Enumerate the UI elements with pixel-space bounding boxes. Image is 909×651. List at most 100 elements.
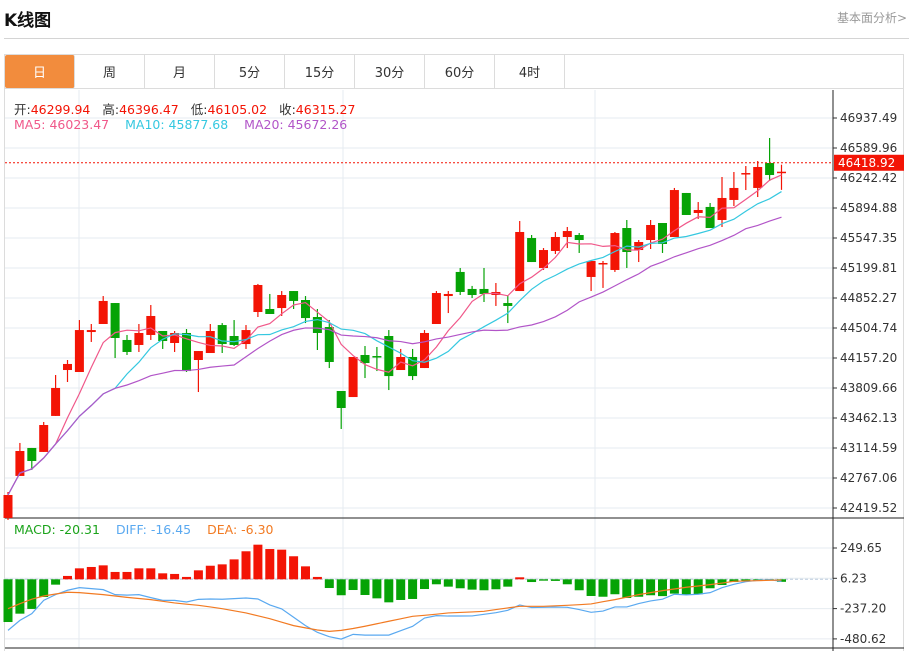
ma5-legend: MA5: 46023.47 — [14, 117, 110, 132]
macd-bar — [86, 566, 96, 580]
candle — [336, 390, 346, 429]
macd-bar — [229, 559, 239, 580]
candle-body — [241, 330, 251, 345]
macd-legend-value: MACD: -20.31 — [14, 522, 100, 537]
price-axis-label: 45894.88 — [840, 201, 897, 215]
macd-bar — [539, 579, 548, 581]
macd-axis-label: 6.23 — [840, 571, 867, 585]
candle — [777, 164, 786, 190]
candle-body — [527, 238, 537, 263]
candle — [372, 346, 382, 372]
candle — [729, 171, 739, 207]
header-divider — [4, 38, 909, 39]
candle-body — [39, 425, 49, 452]
ma-legend: MA5: 46023.47 MA10: 45877.68 MA20: 45672… — [14, 117, 359, 132]
candle — [39, 421, 49, 452]
candle-body — [146, 315, 156, 335]
candle — [753, 161, 763, 198]
candle-body — [289, 291, 299, 301]
period-tabs: 日 周 月 5分 15分 30分 60分 4时 — [4, 54, 904, 89]
macd-bar — [574, 579, 584, 591]
page-title: K线图 — [4, 11, 52, 31]
candle-body — [277, 295, 287, 309]
candle-body — [170, 332, 180, 343]
candle-body — [646, 224, 656, 241]
macd-axis-label: -480.62 — [840, 632, 886, 646]
macd-bar — [408, 579, 418, 599]
candle-body — [753, 166, 763, 188]
candle — [384, 330, 394, 391]
candle — [634, 240, 644, 263]
macd-axis-label: -237.20 — [840, 602, 886, 616]
candle-body — [193, 351, 203, 361]
candle — [574, 233, 584, 253]
macd-bar — [527, 579, 537, 583]
macd-bar — [301, 566, 310, 580]
macd-bar — [586, 579, 596, 596]
candle-body — [217, 325, 227, 345]
candle-body — [134, 332, 144, 345]
candle — [455, 267, 465, 296]
candle-body — [408, 356, 418, 377]
macd-bar — [669, 579, 679, 594]
price-axis-label: 44852.27 — [840, 291, 897, 305]
candle-body — [15, 450, 25, 476]
tab-week[interactable]: 周 — [75, 55, 145, 88]
macd-bar — [515, 577, 525, 580]
candle — [205, 324, 215, 354]
tab-5min[interactable]: 5分 — [215, 55, 285, 88]
candle-body — [360, 354, 370, 364]
candle — [110, 303, 120, 359]
candle-body — [301, 300, 310, 319]
price-axis-label: 43462.13 — [840, 411, 897, 425]
tab-day[interactable]: 日 — [5, 55, 75, 88]
price-axis-label: 43809.66 — [840, 381, 897, 395]
candle — [301, 296, 310, 324]
macd-bar — [622, 579, 632, 598]
macd-bar — [372, 579, 382, 599]
tab-30min[interactable]: 30分 — [355, 55, 425, 88]
tab-15min[interactable]: 15分 — [285, 55, 355, 88]
open-value: 46299.94 — [30, 102, 91, 117]
ma10-line — [7, 191, 782, 496]
candle — [348, 356, 358, 398]
tab-60min[interactable]: 60分 — [425, 55, 495, 88]
candle-body — [27, 447, 37, 461]
candle-body — [205, 330, 215, 354]
macd-bar — [289, 556, 299, 580]
macd-bar — [693, 579, 703, 595]
candle — [27, 447, 37, 470]
ma20-legend: MA20: 45672.26 — [244, 117, 348, 132]
macd-bar — [324, 579, 334, 589]
candle-body — [265, 308, 275, 314]
fundamental-analysis-link[interactable]: 基本面分析> — [836, 11, 907, 25]
candle — [658, 223, 667, 253]
candle-body — [396, 356, 406, 371]
candle — [681, 192, 691, 215]
kline-chart-area[interactable] — [4, 89, 904, 651]
candle-body — [110, 303, 120, 338]
macd-bar — [741, 579, 751, 582]
candle — [515, 221, 525, 292]
tab-4hour[interactable]: 4时 — [495, 55, 565, 88]
candle-body — [681, 192, 691, 215]
macd-bar — [217, 564, 227, 580]
macd-bar — [98, 565, 108, 580]
candle — [98, 296, 108, 325]
candle-body — [86, 330, 96, 333]
low-label: 低: — [190, 102, 208, 117]
macd-bar — [705, 579, 715, 589]
candle-body — [372, 356, 382, 358]
macd-bar — [3, 579, 13, 623]
candle-body — [98, 300, 108, 325]
macd-bar — [348, 579, 358, 591]
price-axis-label: 43114.59 — [840, 441, 897, 455]
macd-bar — [598, 579, 608, 597]
ma20-line — [7, 216, 782, 496]
candle-body — [574, 235, 584, 241]
macd-bar — [39, 579, 49, 597]
candle — [408, 348, 418, 381]
price-axis-label: 46937.49 — [840, 111, 897, 125]
tab-month[interactable]: 月 — [145, 55, 215, 88]
candle-body — [420, 332, 429, 369]
